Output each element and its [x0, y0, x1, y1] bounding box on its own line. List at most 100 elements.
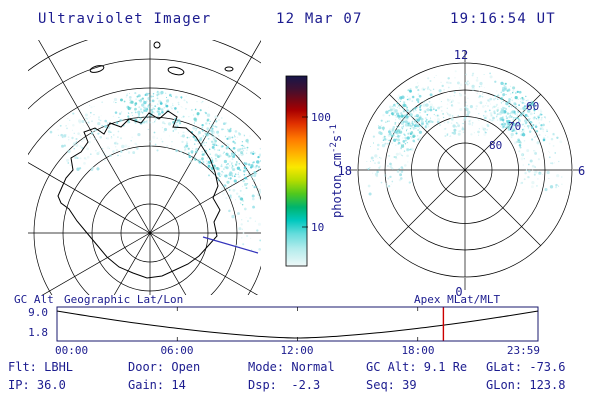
aurora-pixel: [267, 209, 269, 211]
aurora-pixel: [425, 122, 428, 124]
aurora-pixel: [211, 157, 213, 159]
aurora-pixel: [513, 106, 516, 108]
aurora-pixel: [427, 86, 429, 88]
aurora-pixel: [415, 124, 419, 127]
status-glat: GLat: -73.6: [486, 360, 565, 374]
aurora-pixel: [405, 137, 407, 139]
aurora-pixel: [252, 161, 255, 164]
aurora-pixel: [553, 162, 556, 164]
aurora-pixel: [457, 132, 461, 136]
aurora-pixel: [449, 102, 451, 104]
aurora-pixel: [405, 139, 407, 141]
aurora-pixel: [227, 146, 229, 148]
aurora-pixel: [508, 123, 510, 125]
aurora-pixel: [263, 240, 266, 243]
aurora-pixel: [135, 98, 137, 100]
aurora-pixel: [156, 90, 159, 93]
aurora-pixel: [500, 97, 504, 101]
aurora-pixel: [237, 175, 241, 179]
aurora-pixel: [414, 107, 417, 110]
aurora-pixel: [499, 120, 501, 122]
aurora-pixel: [464, 106, 467, 109]
mlat-label-70: 70: [508, 120, 521, 133]
aurora-pixel: [518, 120, 520, 123]
aurora-pixel: [184, 150, 186, 152]
aurora-pixel: [90, 168, 94, 172]
aurora-pixel: [243, 194, 245, 196]
aurora-pixel: [552, 133, 556, 136]
aurora-pixel: [405, 105, 408, 107]
aurora-pixel: [86, 118, 88, 120]
aurora-pixel: [98, 116, 100, 118]
aurora-pixel: [502, 106, 504, 108]
aurora-pixel: [154, 121, 156, 123]
aurora-pixel: [514, 112, 517, 115]
aurora-pixel: [407, 97, 411, 101]
aurora-pixel: [476, 92, 478, 95]
aurora-pixel: [261, 173, 262, 174]
aurora-pixel: [241, 144, 243, 147]
aurora-pixel: [276, 203, 279, 206]
aurora-pixel: [242, 145, 245, 148]
aurora-pixel: [536, 115, 538, 117]
aurora-pixel: [396, 138, 401, 142]
aurora-pixel: [257, 155, 260, 159]
aurora-pixel: [198, 131, 201, 134]
aurora-pixel: [505, 117, 509, 120]
aurora-pixel: [468, 120, 471, 123]
aurora-pixel: [493, 110, 496, 113]
aurora-pixel: [190, 155, 192, 158]
aurora-pixel: [533, 116, 536, 119]
aurora-pixel: [388, 139, 391, 142]
aurora-pixel: [406, 141, 409, 144]
aurora-pixel: [403, 102, 406, 105]
aurora-pixel: [415, 114, 420, 118]
aurora-pixel: [280, 186, 281, 187]
strip-ticks: [176, 307, 419, 341]
aurora-pixel: [496, 119, 499, 121]
aurora-pixel: [198, 136, 200, 138]
aurora-pixel: [241, 219, 243, 221]
aurora-pixel: [125, 149, 128, 151]
aurora-pixel: [214, 159, 218, 163]
aurora-pixel: [561, 183, 563, 185]
aurora-pixel: [134, 142, 137, 146]
aurora-pixel: [93, 128, 97, 132]
aurora-pixel: [217, 172, 221, 176]
aurora-pixel: [233, 153, 236, 156]
aurora-pixel: [505, 108, 507, 110]
aurora-pixel: [520, 101, 522, 103]
aurora-pixel: [161, 94, 163, 96]
aurora-pixel: [468, 82, 470, 84]
aurora-pixel: [503, 84, 506, 87]
aurora-pixel: [526, 167, 529, 169]
aurora-pixel: [391, 142, 393, 144]
aurora-pixel: [157, 93, 160, 96]
aurora-pixel: [518, 104, 520, 106]
aurora-pixel: [372, 135, 375, 138]
aurora-pixel: [429, 106, 433, 109]
aurora-pixel: [128, 92, 131, 95]
aurora-pixel: [529, 103, 532, 105]
status-glon: GLon: 123.8: [486, 378, 565, 392]
aurora-pixel: [399, 115, 401, 118]
aurora-pixel: [89, 115, 91, 117]
aurora-pixel: [137, 112, 141, 116]
colorbar: 100 10 photon cm-2s-1: [285, 75, 344, 267]
aurora-pixel: [542, 123, 545, 127]
aurora-pixel: [90, 106, 93, 109]
aurora-pixel: [249, 135, 252, 138]
aurora-pixel: [94, 138, 96, 140]
aurora-pixel: [495, 115, 498, 118]
aurora-pixel: [128, 121, 131, 124]
aurora-pixel: [270, 177, 273, 180]
aurora-pixel: [66, 158, 70, 162]
aurora-pixel: [61, 136, 64, 138]
aurora-pixel: [127, 112, 129, 114]
aurora-pixel: [225, 196, 228, 200]
aurora-pixel: [401, 115, 404, 118]
aurora-pixel: [379, 156, 381, 158]
aurora-pixel: [169, 93, 171, 95]
